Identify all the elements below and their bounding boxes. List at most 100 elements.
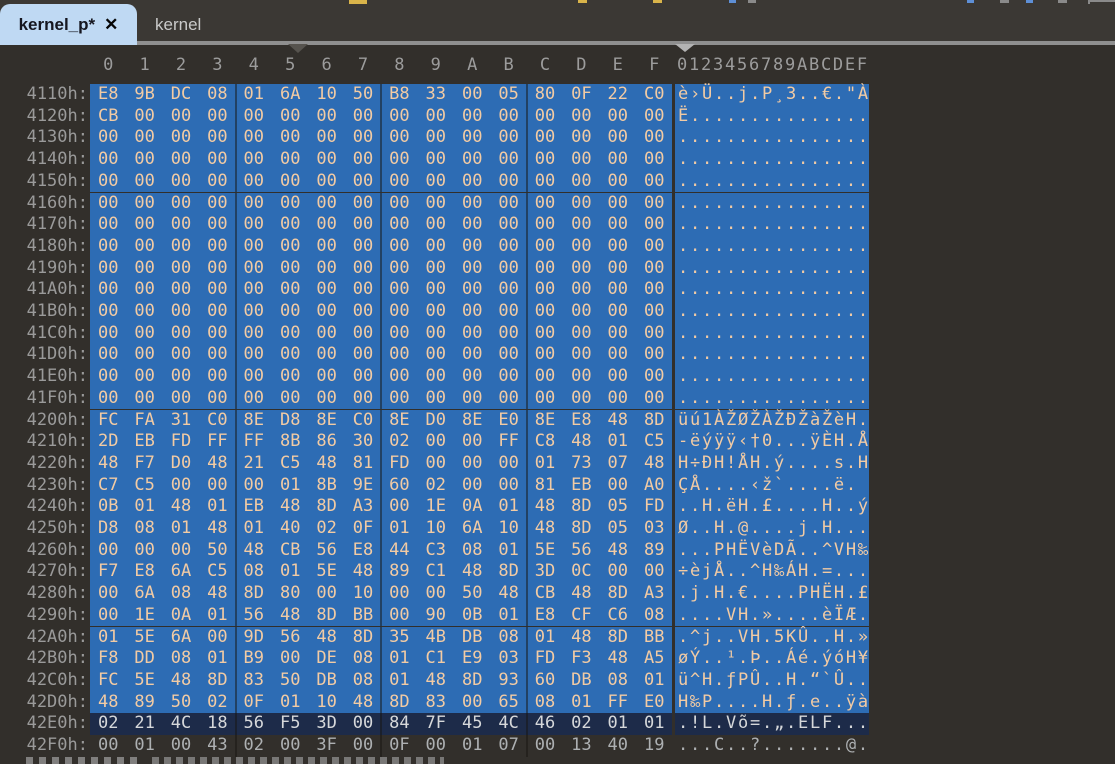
hex-byte[interactable]: 00 <box>243 301 265 321</box>
hex-byte[interactable]: D0 <box>425 409 447 430</box>
hex-byte[interactable]: C5 <box>134 474 155 495</box>
hex-byte[interactable]: 00 <box>643 322 665 343</box>
hex-byte[interactable]: 00 <box>279 279 301 300</box>
hex-byte[interactable]: 00 <box>97 301 119 321</box>
hex-byte[interactable]: BB <box>643 626 665 647</box>
hex-byte[interactable]: 00 <box>97 192 119 213</box>
hex-byte[interactable]: 73 <box>571 452 592 473</box>
hex-byte[interactable]: 0A <box>170 604 192 625</box>
hex-byte[interactable]: 10 <box>425 518 447 538</box>
hex-byte[interactable]: 00 <box>134 214 155 235</box>
hex-byte[interactable]: 01 <box>571 691 592 712</box>
hex-byte[interactable]: EB <box>134 431 155 452</box>
hex-byte[interactable]: 35 <box>389 626 410 647</box>
hex-byte[interactable]: 00 <box>352 170 374 191</box>
hex-byte[interactable]: 00 <box>134 322 155 343</box>
hex-byte[interactable]: 00 <box>389 583 410 604</box>
hex-byte[interactable]: CF <box>571 604 592 625</box>
hex-byte[interactable]: 00 <box>170 127 192 148</box>
hex-byte[interactable]: 00 <box>279 301 301 321</box>
hex-byte-grid[interactable]: 00 00 00 00 00 00 00 00 00 00 00 00 00 00 00 00 <box>90 235 672 258</box>
hex-byte[interactable]: 00 <box>243 214 265 235</box>
hex-byte-grid[interactable]: FC FA 31 C0 8E D8 8E C0 8E D0 8E E0 8E E8 48 8D <box>90 409 672 432</box>
hex-byte[interactable]: 00 <box>534 214 556 235</box>
hex-byte[interactable]: 00 <box>461 192 483 213</box>
hex-byte[interactable]: 00 <box>389 387 410 408</box>
hex-byte[interactable]: 00 <box>643 214 665 235</box>
hex-byte-grid[interactable]: 00 01 00 43 02 00 3F 00 0F 00 01 07 00 13 40 19 <box>90 735 672 757</box>
hex-byte[interactable]: 00 <box>134 539 155 560</box>
hex-byte[interactable]: 6A <box>134 583 155 604</box>
hex-byte[interactable]: 00 <box>643 279 665 300</box>
hex-byte[interactable]: 00 <box>607 344 629 365</box>
hex-byte[interactable]: C5 <box>643 431 665 452</box>
hex-byte[interactable]: 08 <box>207 84 228 104</box>
hex-byte[interactable]: 48 <box>571 431 592 452</box>
hex-byte[interactable]: 00 <box>607 257 629 278</box>
hex-byte[interactable]: 08 <box>534 691 556 712</box>
hex-byte[interactable]: C1 <box>425 561 447 582</box>
hex-byte[interactable]: 00 <box>643 344 665 365</box>
hex-byte[interactable]: 5E <box>134 626 155 647</box>
hex-byte[interactable]: 48 <box>643 452 665 473</box>
hex-byte[interactable]: EB <box>571 474 592 495</box>
hex-byte[interactable]: FD <box>534 648 556 669</box>
hex-byte[interactable]: E9 <box>461 648 483 669</box>
hex-byte[interactable]: 00 <box>389 105 410 126</box>
hex-byte[interactable]: 21 <box>243 452 265 473</box>
hex-byte[interactable]: 00 <box>643 387 665 408</box>
hex-byte[interactable]: 00 <box>279 322 301 343</box>
hex-byte[interactable]: 8E <box>389 409 410 430</box>
ascii-text[interactable]: ................ <box>675 322 869 345</box>
hex-byte[interactable]: 00 <box>207 257 228 278</box>
hex-byte[interactable]: 00 <box>425 583 447 604</box>
hex-byte[interactable]: 01 <box>534 626 556 647</box>
hex-byte[interactable]: 48 <box>97 691 119 712</box>
hex-byte[interactable]: 56 <box>316 539 337 560</box>
close-icon[interactable]: ✕ <box>104 15 119 34</box>
hex-byte[interactable]: 00 <box>170 366 192 387</box>
hex-byte[interactable]: 00 <box>643 105 665 126</box>
hex-byte[interactable]: 89 <box>389 561 410 582</box>
hex-byte[interactable]: 00 <box>243 322 265 343</box>
hex-byte[interactable]: 00 <box>97 344 119 365</box>
hex-byte[interactable]: 00 <box>316 235 337 256</box>
hex-byte[interactable]: 45 <box>461 713 483 734</box>
hex-byte-grid[interactable]: 00 00 00 00 00 00 00 00 00 00 00 00 00 00 00 00 <box>90 301 672 323</box>
tab-kernel-p-active[interactable]: kernel_p* ✕ <box>0 4 137 45</box>
hex-byte[interactable]: 8B <box>316 474 337 495</box>
hex-byte[interactable]: 00 <box>97 149 119 170</box>
hex-byte[interactable]: 01 <box>643 713 665 734</box>
hex-byte[interactable]: 00 <box>425 301 447 321</box>
hex-byte[interactable]: 8D <box>243 583 265 604</box>
hex-byte[interactable]: 00 <box>279 235 301 256</box>
hex-byte[interactable]: 01 <box>498 539 519 560</box>
hex-byte[interactable]: 00 <box>534 235 556 256</box>
hex-byte[interactable]: CB <box>97 105 119 126</box>
hex-byte[interactable]: 00 <box>607 366 629 387</box>
hex-byte[interactable]: 01 <box>170 518 192 538</box>
hex-byte[interactable]: 00 <box>607 105 629 126</box>
hex-byte[interactable]: 00 <box>498 170 519 191</box>
ascii-text[interactable]: H÷ÐH!ÅH.ý....s.H <box>675 452 869 475</box>
hex-byte-grid[interactable]: D8 08 01 48 01 40 02 0F 01 10 6A 10 48 8D 05 03 <box>90 518 672 540</box>
hex-byte[interactable]: 00 <box>607 192 629 213</box>
hex-byte[interactable]: 00 <box>243 474 265 495</box>
hex-byte[interactable]: 0F <box>352 518 374 538</box>
hex-byte[interactable]: 01 <box>534 452 556 473</box>
hex-byte[interactable]: 50 <box>207 539 228 560</box>
hex-byte[interactable]: 00 <box>243 192 265 213</box>
hex-byte[interactable]: 00 <box>571 214 592 235</box>
hex-byte[interactable]: 8D <box>571 496 592 517</box>
hex-byte[interactable]: 00 <box>607 279 629 300</box>
hex-byte[interactable]: D8 <box>97 518 119 538</box>
hex-byte[interactable]: FD <box>389 452 410 473</box>
hex-byte[interactable]: B8 <box>389 84 410 104</box>
hex-byte[interactable]: 00 <box>207 279 228 300</box>
hex-byte[interactable]: 48 <box>243 539 265 560</box>
hex-byte[interactable]: 48 <box>498 583 519 604</box>
hex-byte[interactable]: 00 <box>243 279 265 300</box>
hex-byte[interactable]: 00 <box>207 105 228 126</box>
hex-byte[interactable]: 00 <box>534 105 556 126</box>
hex-byte[interactable]: 02 <box>243 735 265 755</box>
